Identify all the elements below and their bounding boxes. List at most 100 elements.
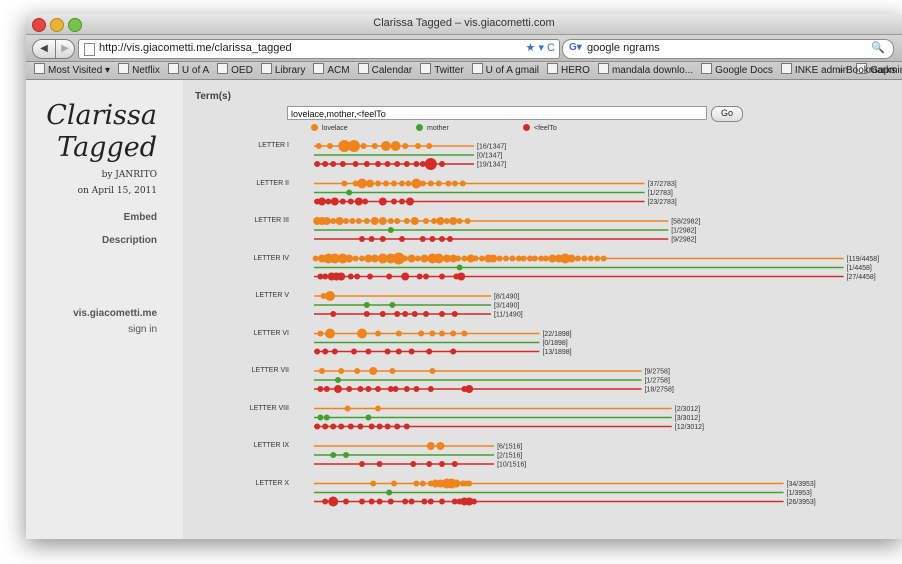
bookmark-item[interactable]: Calendar (357, 62, 412, 79)
occurrence-dot-feelTo[interactable] (379, 311, 386, 317)
occurrence-dot-lovelace[interactable] (443, 218, 450, 224)
zoom-window-button[interactable] (68, 18, 82, 32)
occurrence-dot-lovelace[interactable] (433, 253, 444, 264)
occurrence-dot-feelTo[interactable] (337, 272, 346, 281)
occurrence-dot-feelTo[interactable] (359, 498, 365, 505)
occurrence-dot-lovelace[interactable] (402, 255, 409, 262)
bookmark-item[interactable]: Most Visited ▾ (34, 62, 110, 79)
occurrence-dot-feelTo[interactable] (408, 348, 415, 355)
occurrence-dot-lovelace[interactable] (322, 217, 331, 225)
occurrence-dot-lovelace[interactable] (496, 255, 503, 262)
occurrence-dot-feelTo[interactable] (392, 386, 399, 392)
occurrence-dot-feelTo[interactable] (354, 273, 361, 280)
occurrence-dot-lovelace[interactable] (531, 255, 538, 262)
occurrence-dot-feelTo[interactable] (426, 348, 433, 355)
occurrence-dot-lovelace[interactable] (348, 140, 360, 152)
occurrence-dot-mother[interactable] (389, 302, 396, 308)
occurrence-dot-feelTo[interactable] (387, 498, 394, 505)
occurrence-dot-lovelace[interactable] (436, 217, 445, 225)
occurrence-dot-feelTo[interactable] (368, 236, 375, 242)
occurrence-dot-lovelace[interactable] (567, 254, 576, 263)
occurrence-dot-lovelace[interactable] (418, 330, 425, 337)
occurrence-dot-feelTo[interactable] (330, 423, 337, 430)
occurrence-dot-lovelace[interactable] (354, 368, 361, 374)
occurrence-dot-feelTo[interactable] (465, 497, 474, 506)
occurrence-dot-lovelace[interactable] (330, 218, 337, 224)
occurrence-dot-feelTo[interactable] (394, 311, 401, 317)
occurrence-dot-feelTo[interactable] (325, 198, 332, 205)
occurrence-dot-feelTo[interactable] (362, 198, 369, 205)
occurrence-dot-lovelace[interactable] (594, 255, 601, 262)
occurrence-dot-lovelace[interactable] (325, 291, 335, 301)
occurrence-dot-feelTo[interactable] (322, 273, 329, 280)
occurrence-dot-feelTo[interactable] (378, 197, 387, 206)
occurrence-dot-lovelace[interactable] (548, 254, 557, 263)
occurrence-dot-lovelace[interactable] (543, 255, 549, 262)
occurrence-dot-feelTo[interactable] (424, 158, 437, 170)
occurrence-dot-feelTo[interactable] (439, 273, 445, 280)
occurrence-dot-lovelace[interactable] (366, 179, 374, 188)
occurrence-dot-lovelace[interactable] (419, 180, 426, 187)
occurrence-dot-feelTo[interactable] (359, 461, 365, 467)
occurrence-dot-feelTo[interactable] (328, 496, 339, 507)
occurrence-dot-lovelace[interactable] (392, 252, 405, 265)
occurrence-dot-lovelace[interactable] (389, 368, 396, 374)
bookmark-item[interactable]: ACM (313, 62, 350, 79)
occurrence-dot-feelTo[interactable] (451, 461, 458, 467)
occurrence-dot-lovelace[interactable] (383, 180, 389, 187)
occurrence-dot-lovelace[interactable] (405, 180, 412, 187)
occurrence-dot-feelTo[interactable] (387, 386, 394, 392)
occurrence-dot-feelTo[interactable] (347, 198, 354, 205)
occurrence-dot-lovelace[interactable] (459, 180, 466, 187)
occurrence-dot-feelTo[interactable] (439, 161, 445, 167)
occurrence-dot-mother[interactable] (317, 414, 324, 421)
minimize-window-button[interactable] (50, 18, 64, 32)
occurrence-dot-lovelace[interactable] (450, 330, 457, 337)
occurrence-dot-feelTo[interactable] (317, 386, 324, 392)
occurrence-dot-lovelace[interactable] (341, 180, 348, 187)
occurrence-dot-lovelace[interactable] (312, 255, 319, 262)
occurrence-dot-lovelace[interactable] (456, 218, 463, 224)
occurrence-dot-mother[interactable] (387, 227, 394, 233)
close-window-button[interactable] (32, 18, 46, 32)
occurrence-dot-lovelace[interactable] (415, 255, 421, 262)
occurrence-dot-lovelace[interactable] (420, 254, 429, 263)
occurrence-dot-feelTo[interactable] (439, 461, 445, 467)
occurrence-dot-feelTo[interactable] (346, 386, 353, 392)
site-logo[interactable]: Clarissa Tagged (46, 100, 157, 164)
occurrence-dot-feelTo[interactable] (330, 311, 337, 317)
go-button[interactable]: Go (711, 106, 743, 122)
occurrence-dot-lovelace[interactable] (411, 178, 422, 189)
occurrence-dot-feelTo[interactable] (399, 198, 405, 205)
occurrence-dot-lovelace[interactable] (378, 217, 387, 225)
occurrence-dot-lovelace[interactable] (436, 442, 445, 450)
forward-button[interactable]: ▶ (55, 39, 75, 59)
occurrence-dot-lovelace[interactable] (426, 442, 435, 450)
occurrence-dot-feelTo[interactable] (402, 311, 409, 317)
occurrence-dot-lovelace[interactable] (352, 180, 359, 187)
occurrence-dot-feelTo[interactable] (403, 386, 410, 392)
occurrence-dot-feelTo[interactable] (429, 236, 436, 242)
occurrence-dot-feelTo[interactable] (322, 498, 329, 505)
occurrence-dot-lovelace[interactable] (527, 255, 533, 262)
occurrence-dot-lovelace[interactable] (370, 254, 379, 263)
occurrence-dot-lovelace[interactable] (442, 254, 451, 263)
occurrence-dot-feelTo[interactable] (376, 498, 383, 505)
occurrence-dot-feelTo[interactable] (384, 161, 391, 167)
occurrence-dot-lovelace[interactable] (445, 180, 452, 187)
occurrence-dot-feelTo[interactable] (352, 161, 359, 167)
occurrence-dot-lovelace[interactable] (410, 217, 419, 225)
occurrence-dot-lovelace[interactable] (520, 255, 527, 262)
occurrence-dot-feelTo[interactable] (363, 311, 370, 317)
occurrence-dot-feelTo[interactable] (394, 423, 401, 430)
occurrence-dot-lovelace[interactable] (377, 253, 388, 264)
occurrence-dot-feelTo[interactable] (322, 423, 329, 430)
occurrence-dot-feelTo[interactable] (427, 386, 434, 392)
bookmark-item[interactable]: INKE admin (780, 62, 848, 79)
occurrence-dot-lovelace[interactable] (327, 143, 333, 149)
embed-link[interactable]: Embed (123, 212, 157, 223)
occurrence-dot-lovelace[interactable] (452, 479, 461, 488)
occurrence-dot-lovelace[interactable] (375, 405, 381, 412)
occurrence-dot-feelTo[interactable] (323, 386, 330, 392)
occurrence-dot-feelTo[interactable] (395, 348, 402, 355)
